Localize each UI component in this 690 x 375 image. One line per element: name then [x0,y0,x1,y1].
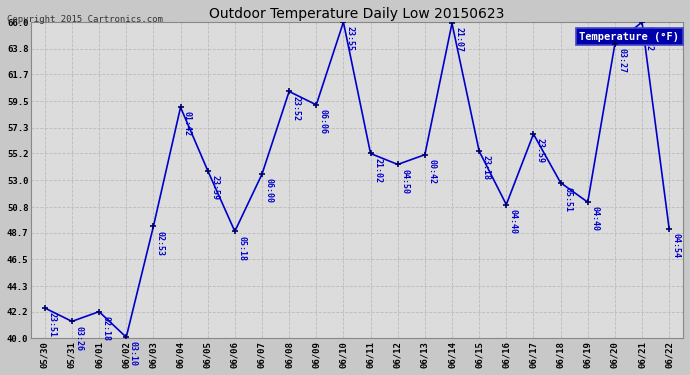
Text: 06:00: 06:00 [264,178,273,203]
Text: 23:59: 23:59 [536,138,545,163]
Text: 03:27: 03:27 [618,48,627,73]
Text: 03:10: 03:10 [128,341,138,366]
Text: 21:07: 21:07 [455,27,464,53]
Text: 00:42: 00:42 [427,159,436,184]
Text: 23:55: 23:55 [346,26,355,51]
Text: 21:02: 21:02 [373,158,382,183]
Text: 04:40: 04:40 [509,209,518,234]
Text: 04:50: 04:50 [400,169,409,194]
Text: 04:40: 04:40 [590,206,599,231]
Title: Outdoor Temperature Daily Low 20150623: Outdoor Temperature Daily Low 20150623 [209,7,504,21]
Text: 05:18: 05:18 [237,236,246,261]
Text: Temperature (°F): Temperature (°F) [580,32,680,42]
Text: 06:06: 06:06 [319,109,328,134]
Text: 23:18: 23:18 [482,155,491,180]
Text: 23:51: 23:51 [47,312,57,337]
Text: Copyright 2015 Cartronics.com: Copyright 2015 Cartronics.com [7,15,163,24]
Text: 02:53: 02:53 [156,231,165,256]
Text: 23:59: 23:59 [210,175,219,200]
Text: 02:32: 02:32 [644,26,653,51]
Text: 05:51: 05:51 [563,187,572,212]
Text: 01:42: 01:42 [183,111,192,136]
Text: 03:26: 03:26 [75,326,83,351]
Text: 04:54: 04:54 [671,233,680,258]
Text: 23:52: 23:52 [292,96,301,121]
Text: 02:18: 02:18 [101,316,110,341]
